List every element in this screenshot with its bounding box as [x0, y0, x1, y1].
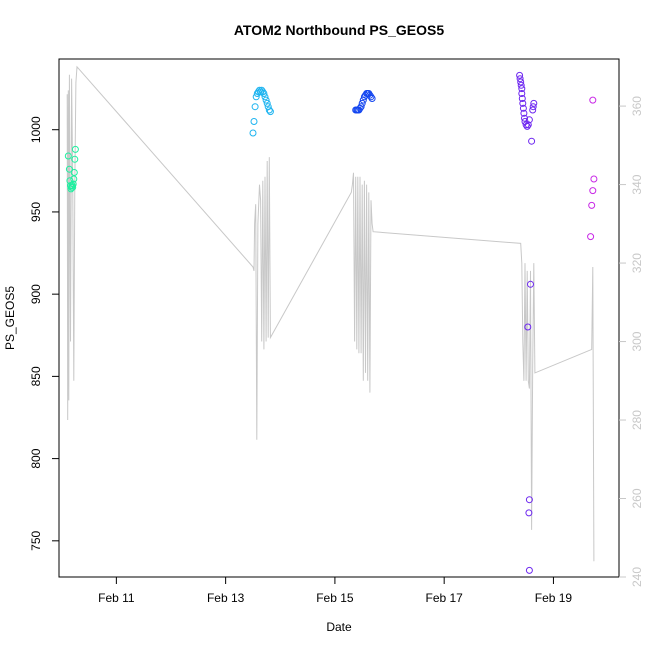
point-s0-9 [70, 175, 78, 183]
point-s3-7 [519, 99, 527, 107]
point-s3-1 [516, 75, 524, 83]
point-s3-24 [525, 566, 533, 574]
x-axis: Feb 11 Feb 13 Feb 15 Feb 17 Feb 19 [98, 577, 572, 605]
point-s0-11 [71, 155, 79, 163]
y2-tick-label-6: 360 [630, 96, 644, 116]
y2-tick-label-5: 340 [630, 174, 644, 194]
point-s1-0 [249, 129, 257, 137]
point-s0-0 [64, 152, 72, 160]
point-s1-16 [266, 108, 274, 116]
point-s4-4 [587, 233, 595, 241]
point-s3-19 [530, 99, 538, 107]
plot-frame [58, 58, 620, 578]
point-s1-1 [250, 118, 258, 125]
y-axis-right: 240 260 280 300 320 340 360 [619, 96, 644, 587]
point-s1-15 [265, 106, 273, 114]
point-s1-10 [260, 90, 268, 97]
point-s4-1 [590, 175, 598, 183]
point-s3-13 [523, 122, 531, 130]
point-s3-22 [525, 496, 533, 504]
point-s2-14 [367, 93, 375, 101]
point-s3-0 [516, 71, 524, 79]
y-tick-label-2: 850 [29, 366, 43, 386]
point-s3-10 [521, 114, 528, 122]
point-s3-23 [525, 509, 533, 517]
line-series [66, 65, 595, 562]
chart-title: ATOM2 Northbound PS_GEOS5 [234, 22, 444, 38]
y2-tick-label-3: 300 [630, 331, 644, 351]
y-axis-label: PS_GEOS5 [3, 286, 17, 350]
line-series-path [66, 65, 595, 562]
point-s3-17 [529, 106, 537, 114]
point-s2-5 [357, 103, 365, 111]
point-s3-16 [528, 137, 536, 145]
point-s3-2 [517, 78, 525, 86]
x-tick-label-4: Feb 19 [535, 591, 573, 605]
y2-tick-label-1: 260 [630, 488, 644, 508]
point-s3-9 [520, 109, 528, 117]
point-s3-6 [518, 95, 526, 102]
point-s3-3 [517, 81, 525, 89]
point-s3-8 [519, 104, 527, 112]
scatter-points [64, 71, 598, 574]
y-tick-label-3: 900 [29, 284, 43, 304]
y-tick-label-1: 800 [29, 448, 43, 468]
x-tick-label-0: Feb 11 [98, 591, 135, 605]
point-s4-0 [589, 96, 597, 104]
y2-tick-label-0: 240 [630, 567, 644, 587]
point-s2-6 [358, 99, 366, 107]
point-s1-13 [263, 99, 271, 107]
point-s3-5 [518, 90, 526, 97]
point-s4-3 [588, 201, 596, 209]
point-s0-8 [69, 180, 77, 188]
point-s3-20 [527, 280, 534, 288]
point-s1-2 [251, 103, 259, 111]
point-s1-12 [262, 96, 270, 104]
point-s3-14 [524, 121, 532, 129]
x-axis-label: Date [326, 620, 352, 634]
point-s4-2 [589, 187, 597, 195]
point-s3-15 [525, 116, 533, 124]
point-s2-15 [368, 95, 376, 102]
point-s1-11 [261, 93, 269, 101]
point-s0-10 [70, 169, 78, 176]
point-s3-18 [529, 103, 537, 111]
y-tick-label-5: 1000 [29, 116, 43, 143]
y2-tick-label-2: 280 [630, 410, 644, 430]
y-tick-label-0: 750 [29, 530, 43, 550]
x-tick-label-1: Feb 13 [207, 591, 245, 605]
y-axis-left: 750 800 850 900 950 1000 [29, 116, 59, 551]
point-s3-4 [518, 85, 526, 93]
point-s3-21 [524, 323, 532, 331]
x-tick-label-2: Feb 15 [316, 591, 354, 605]
y2-tick-label-4: 320 [630, 253, 644, 273]
x-tick-label-3: Feb 17 [425, 591, 463, 605]
point-s0-1 [65, 165, 73, 173]
point-s1-7 [257, 88, 265, 96]
y-tick-label-4: 950 [29, 202, 43, 222]
point-s0-7 [69, 183, 77, 191]
point-s0-12 [71, 145, 79, 153]
point-s3-12 [522, 121, 530, 129]
point-s1-6 [256, 86, 263, 94]
